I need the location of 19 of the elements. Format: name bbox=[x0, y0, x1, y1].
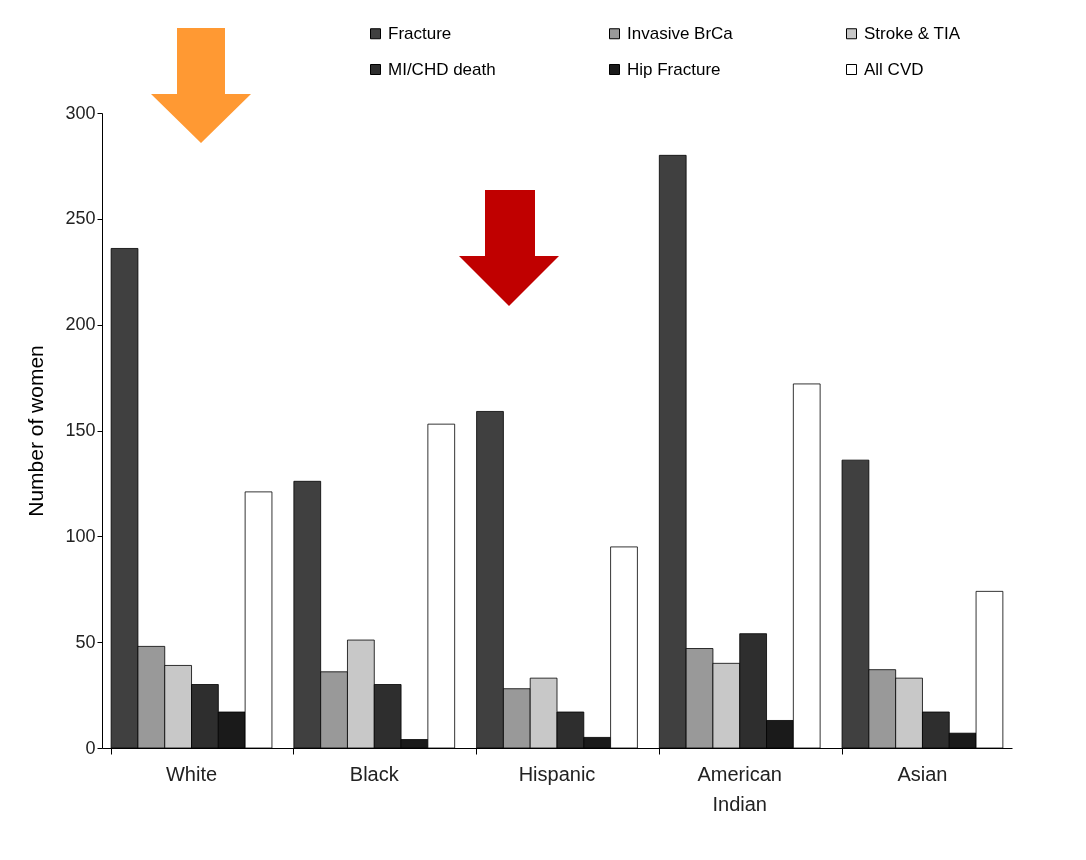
x-tick-label: American Indian bbox=[697, 762, 782, 815]
y-tick-label: 300 bbox=[65, 102, 96, 123]
x-tick-label: Black bbox=[349, 762, 400, 785]
y-tick-label: 200 bbox=[65, 314, 96, 335]
legend-label: MI/CHD death bbox=[388, 59, 496, 79]
y-tick-label: 100 bbox=[65, 525, 96, 546]
x-tick-label: Hispanic bbox=[518, 762, 596, 785]
y-tick-label: 50 bbox=[75, 631, 96, 652]
legend-label: All CVD bbox=[864, 59, 924, 79]
legend-label: Fracture bbox=[388, 23, 452, 43]
x-tick-label: Asian bbox=[897, 762, 948, 785]
x-tick-label: White bbox=[165, 762, 218, 785]
y-tick-label: 250 bbox=[65, 208, 96, 229]
y-axis-title: Number of women bbox=[24, 345, 48, 517]
legend-label: Hip Fracture bbox=[627, 59, 721, 79]
legend-label: Stroke & TIA bbox=[864, 23, 961, 43]
y-tick-label: 0 bbox=[85, 737, 96, 758]
y-tick-label: 150 bbox=[65, 420, 96, 440]
legend-label: Invasive BrCa bbox=[627, 23, 734, 43]
